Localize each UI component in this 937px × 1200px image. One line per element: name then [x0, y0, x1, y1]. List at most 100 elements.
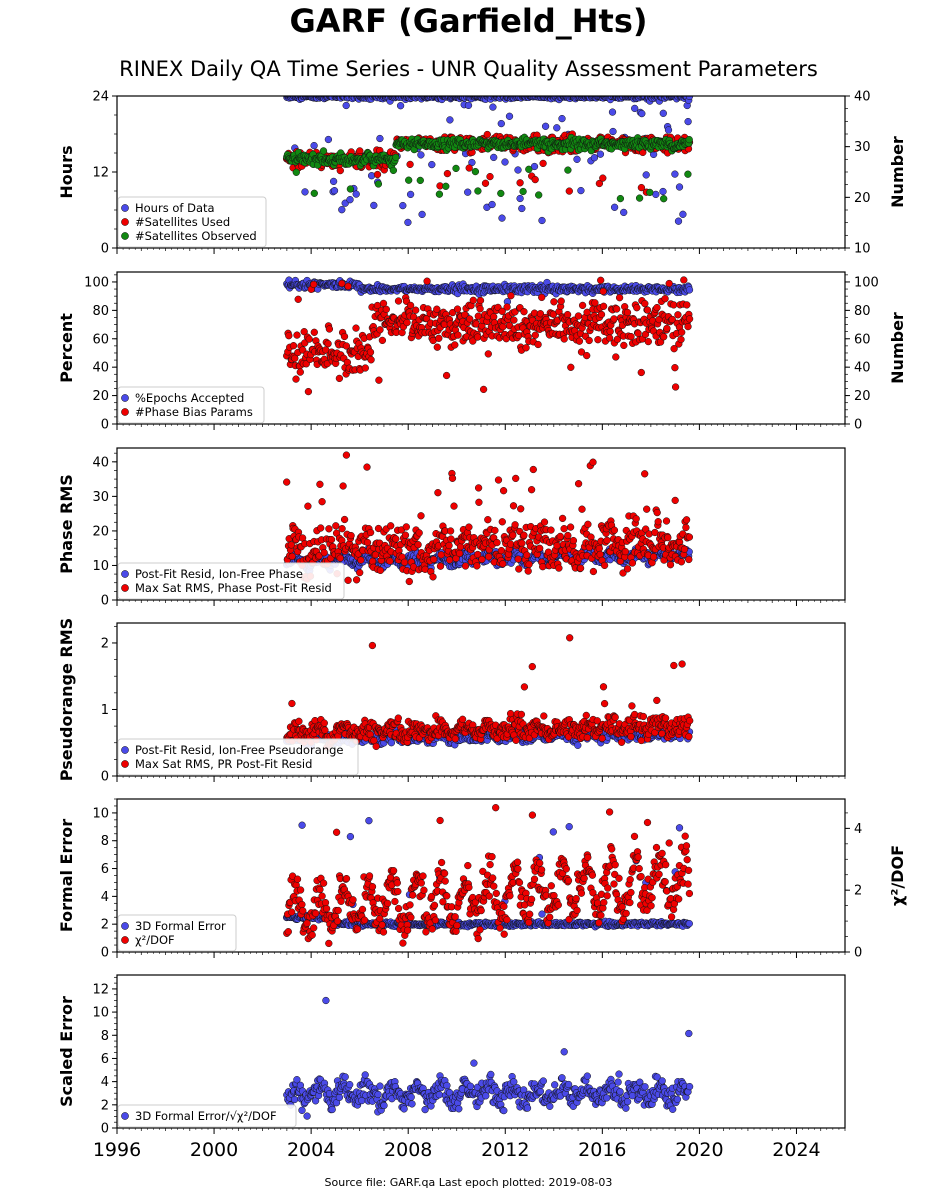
- data-point: [536, 544, 544, 552]
- data-point: [576, 564, 585, 572]
- data-point: [538, 293, 546, 302]
- data-point: [661, 295, 669, 303]
- data-point: [522, 344, 530, 352]
- data-point: [653, 303, 661, 312]
- data-point: [674, 217, 683, 225]
- legend-label: #Satellites Used: [135, 215, 230, 229]
- y-tick-label: 60: [92, 332, 109, 347]
- data-point: [320, 549, 328, 557]
- data-point: [685, 135, 693, 144]
- data-point: [448, 474, 457, 482]
- data-point: [448, 308, 457, 317]
- legend-label: Max Sat RMS, Phase Post-Fit Resid: [135, 581, 332, 595]
- data-point: [682, 516, 691, 524]
- data-point: [560, 335, 568, 343]
- data-point: [301, 188, 309, 196]
- data-point: [613, 335, 622, 343]
- data-point: [638, 109, 646, 118]
- data-point: [465, 523, 473, 531]
- data-point: [578, 505, 586, 513]
- legend-label: %Epochs Accepted: [135, 391, 244, 405]
- data-point: [596, 550, 604, 559]
- data-point: [510, 316, 518, 324]
- data-point: [325, 325, 334, 333]
- data-point: [615, 294, 624, 302]
- data-point: [498, 214, 506, 222]
- y2-tick-label: 40: [854, 361, 871, 376]
- data-point: [649, 553, 658, 561]
- data-point: [659, 109, 667, 117]
- data-point: [471, 167, 480, 176]
- data-point: [356, 568, 364, 577]
- data-point: [520, 531, 528, 539]
- data-point: [466, 315, 474, 323]
- data-point: [527, 486, 536, 494]
- y-axis-label: Percent: [57, 313, 76, 383]
- data-point: [485, 553, 493, 561]
- data-point: [305, 335, 313, 343]
- data-point: [310, 141, 318, 150]
- data-point: [300, 328, 308, 336]
- data-point: [509, 531, 517, 539]
- data-point: [654, 518, 662, 526]
- data-point: [589, 458, 597, 466]
- data-point: [608, 108, 617, 116]
- data-point: [540, 518, 549, 526]
- data-point: [412, 306, 420, 314]
- data-point: [473, 562, 481, 570]
- data-point: [529, 465, 537, 474]
- data-point: [553, 124, 561, 132]
- data-point: [623, 565, 632, 573]
- data-point: [318, 498, 326, 506]
- data-point: [382, 305, 390, 313]
- data-point: [616, 194, 625, 203]
- data-point: [642, 171, 650, 179]
- data-point: [296, 368, 304, 376]
- series-2: [283, 276, 694, 396]
- y-tick-label: 80: [92, 304, 109, 319]
- data-point: [556, 532, 564, 541]
- data-point: [514, 555, 522, 563]
- data-point: [633, 304, 641, 312]
- data-point: [442, 182, 450, 190]
- data-point: [670, 301, 678, 309]
- data-point: [525, 560, 533, 568]
- data-point: [682, 523, 690, 532]
- data-point: [674, 311, 682, 319]
- data-point: [685, 555, 693, 564]
- data-point: [443, 169, 452, 178]
- data-point: [389, 166, 398, 175]
- data-point: [488, 200, 496, 209]
- data-point: [451, 341, 459, 349]
- data-point: [680, 545, 689, 553]
- data-point: [501, 158, 509, 166]
- data-point: [430, 555, 438, 564]
- data-point: [406, 160, 414, 169]
- data-point: [684, 117, 692, 126]
- data-point: [446, 527, 455, 535]
- data-point: [403, 318, 411, 327]
- data-point: [577, 348, 586, 356]
- data-point: [577, 186, 585, 195]
- data-point: [519, 187, 527, 196]
- y2-axis-label: Number: [888, 136, 907, 208]
- legend-label: Post-Fit Resid, Ion-Free Phase: [135, 567, 303, 581]
- data-point: [406, 301, 415, 310]
- data-point: [685, 533, 694, 541]
- data-point: [476, 305, 484, 313]
- data-point: [679, 210, 687, 218]
- data-point: [671, 383, 680, 391]
- data-point: [574, 480, 583, 488]
- data-point: [400, 558, 409, 566]
- data-point: [493, 538, 501, 547]
- data-point: [525, 165, 533, 173]
- data-point: [599, 287, 607, 296]
- legend-marker: [121, 394, 129, 402]
- data-point: [597, 310, 606, 319]
- data-point: [417, 151, 425, 159]
- data-point: [531, 331, 539, 339]
- data-point: [557, 297, 565, 305]
- data-point: [680, 276, 688, 284]
- data-point: [547, 526, 555, 534]
